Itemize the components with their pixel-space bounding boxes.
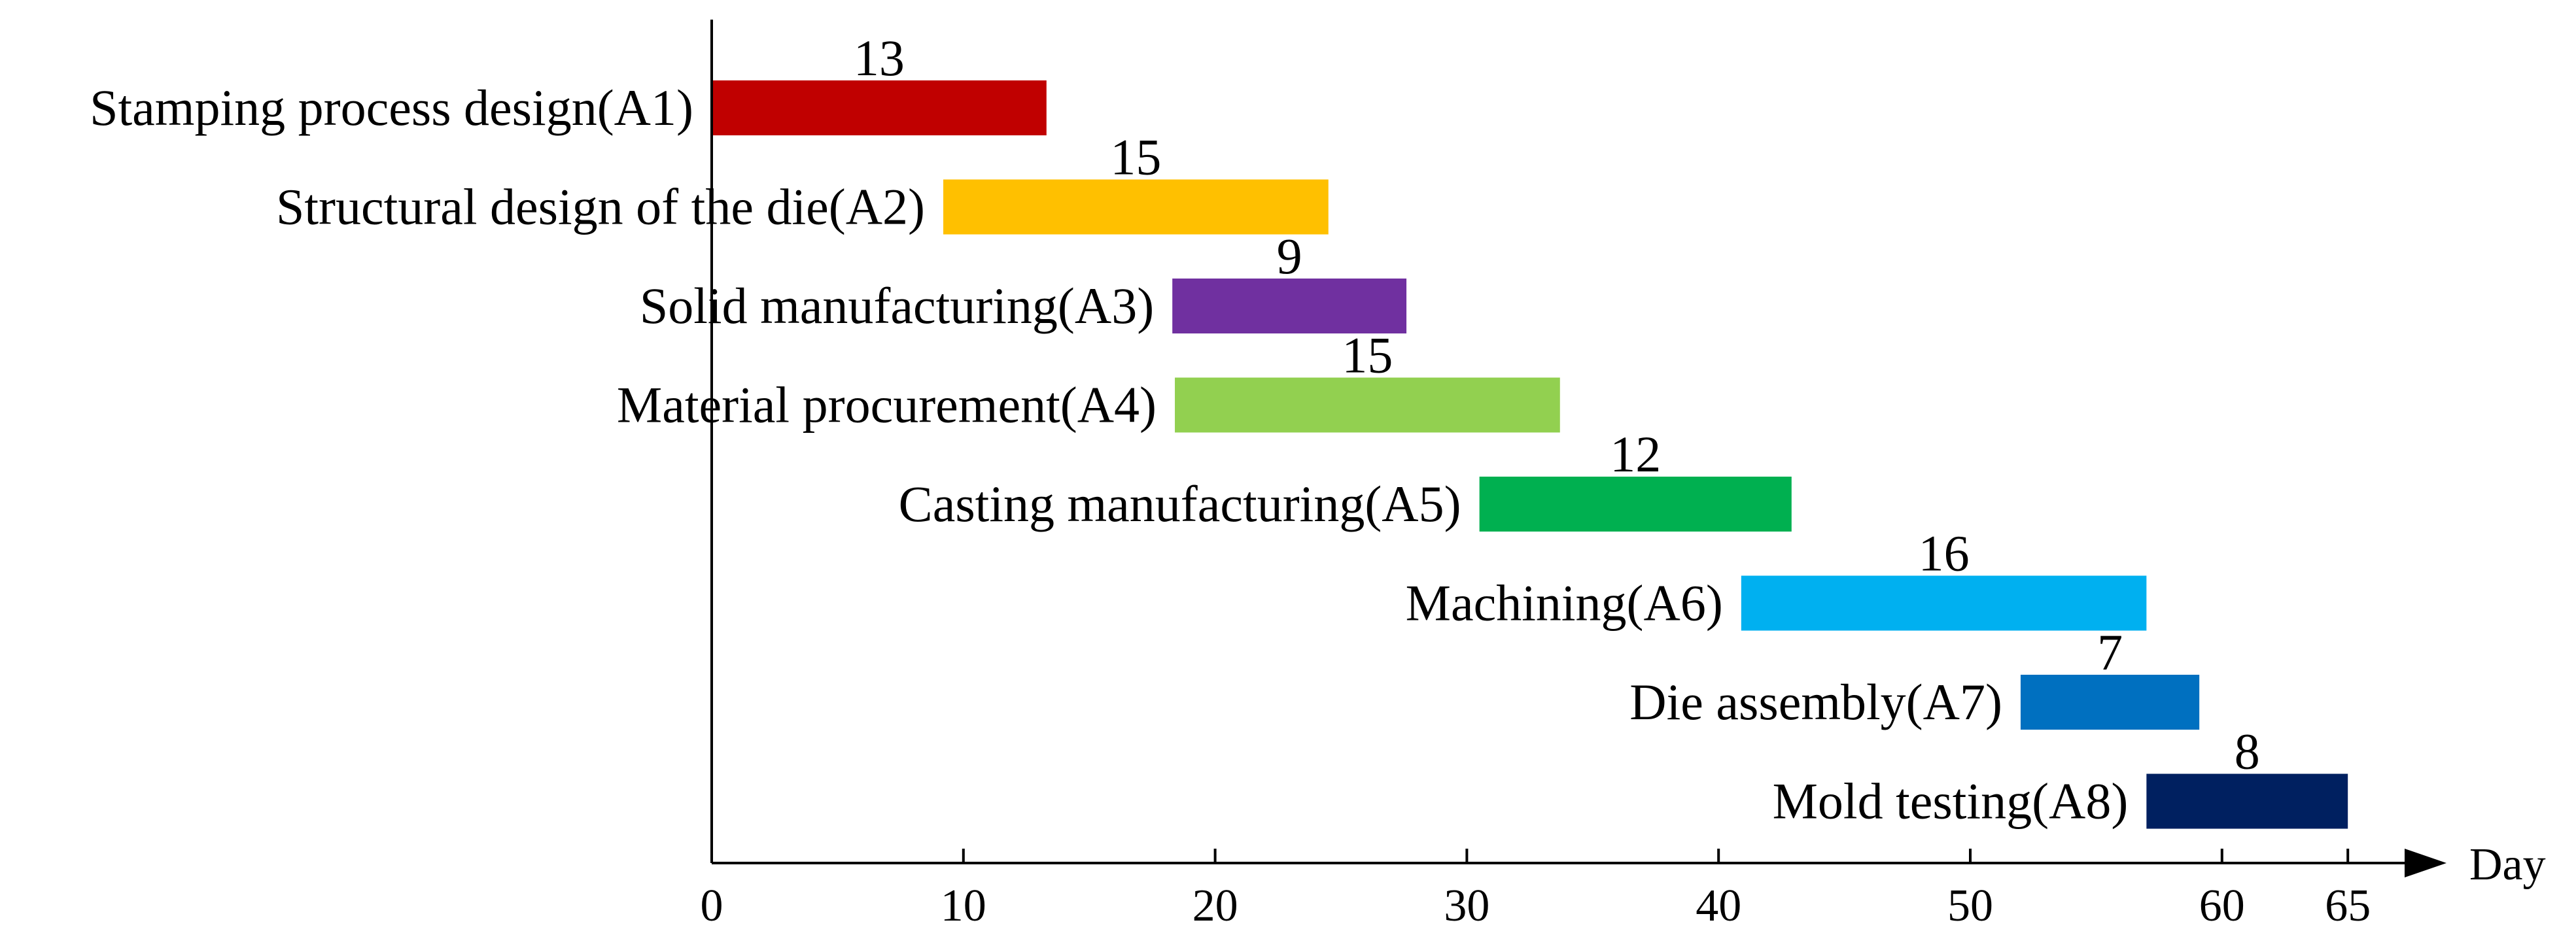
- gantt-bar: [2020, 675, 2200, 730]
- task-label: Mold testing(A8): [1773, 773, 2129, 830]
- axes-layer: Day: [710, 20, 2546, 890]
- gantt-bar: [1741, 575, 2147, 631]
- ticks-layer: 0 10 20 30 40 50 60 65: [701, 849, 2371, 931]
- duration-label: 13: [854, 29, 905, 86]
- gantt-bar: [712, 80, 1047, 135]
- x-tick-label: 10: [941, 881, 986, 931]
- gantt-bar: [943, 179, 1329, 235]
- duration-label: 12: [1610, 426, 1661, 483]
- gantt-bar: [2146, 773, 2348, 829]
- x-tick-label: 0: [701, 881, 723, 931]
- task-label: Solid manufacturing(A3): [640, 277, 1154, 334]
- x-tick-label: 60: [2199, 881, 2245, 931]
- task-label: Machining(A6): [1406, 575, 1723, 632]
- duration-label: 16: [1919, 525, 1970, 582]
- task-label: Casting manufacturing(A5): [899, 475, 1461, 532]
- duration-label: 7: [2097, 624, 2123, 681]
- gantt-bar: [1175, 377, 1560, 433]
- task-label: Structural design of the die(A2): [276, 178, 925, 235]
- x-tick-label: 30: [1444, 881, 1489, 931]
- x-tick-label: 20: [1192, 881, 1238, 931]
- gantt-bar: [1479, 477, 1792, 532]
- task-label: Material procurement(A4): [617, 377, 1157, 433]
- x-tick-label: 50: [1947, 881, 1993, 931]
- x-axis-label: Day: [2469, 840, 2546, 890]
- duration-label: 15: [1342, 327, 1393, 384]
- x-axis-arrowhead: [2405, 849, 2446, 877]
- labels-layer: 13 Stamping process design(A1) 15 Structura…: [90, 29, 2260, 830]
- x-tick-label: 40: [1696, 881, 1741, 931]
- task-label: Stamping process design(A1): [90, 79, 693, 136]
- gantt-bar: [1172, 279, 1407, 333]
- bars-layer: [712, 80, 2348, 829]
- x-tick-label: 65: [2325, 881, 2371, 931]
- duration-label: 15: [1110, 129, 1161, 186]
- task-label: Die assembly(A7): [1629, 673, 2002, 730]
- duration-label: 9: [1277, 228, 1302, 284]
- duration-label: 8: [2235, 723, 2260, 780]
